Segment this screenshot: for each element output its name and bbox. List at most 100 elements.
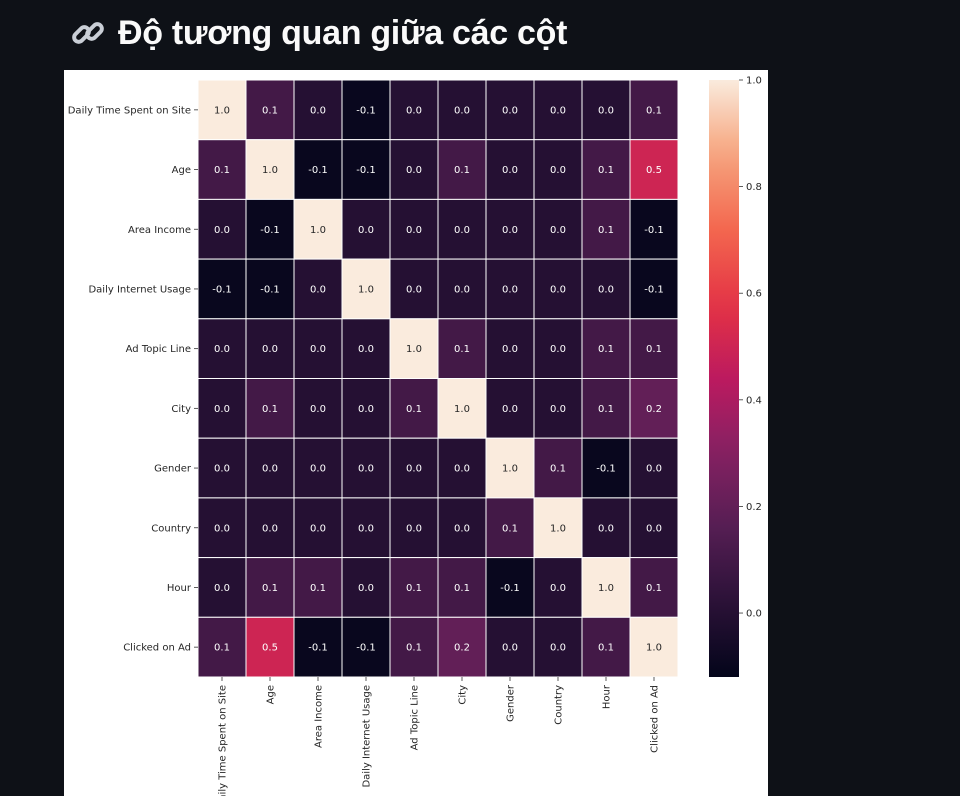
cell-annotation: 0.0 [550, 344, 566, 355]
y-tick-label: Daily Internet Usage [88, 284, 191, 295]
cell-annotation: 0.5 [646, 165, 662, 176]
heatmap-cell [293, 378, 343, 439]
heatmap-cell [485, 557, 535, 618]
heatmap-cell [197, 258, 247, 320]
cell-annotation: 0.0 [502, 643, 518, 654]
cell-annotation: 0.5 [262, 643, 278, 654]
heatmap-cell [629, 497, 679, 559]
heatmap-cell [437, 198, 487, 260]
heatmap-cells: 1.0 0.1 0.0 -0.1 0.0 0.0 0.0 0.0 0.0 0.1 0.1 1.0 -0.… [197, 79, 679, 678]
heatmap-cell [629, 616, 679, 678]
cell-annotation: -0.1 [356, 643, 376, 654]
x-tick-label: Area Income [314, 685, 325, 748]
cell-annotation: 0.1 [598, 404, 614, 415]
cell-annotation: 0.0 [406, 284, 422, 295]
cell-annotation: 0.1 [454, 344, 470, 355]
heatmap-cell [629, 557, 679, 618]
cell-annotation: 0.0 [310, 464, 326, 475]
heatmap-cell [437, 318, 487, 380]
heatmap-cell [245, 258, 295, 320]
cell-annotation: 0.0 [358, 344, 374, 355]
cell-annotation: 0.1 [502, 523, 518, 534]
heatmap-cell [485, 616, 535, 678]
cell-annotation: 0.0 [646, 523, 662, 534]
cell-annotation: 0.0 [310, 523, 326, 534]
cell-annotation: 0.1 [646, 583, 662, 594]
x-tick-label: Country [554, 685, 565, 725]
heatmap-cell [197, 139, 247, 200]
cell-annotation: 0.0 [214, 583, 230, 594]
cell-annotation: -0.1 [260, 284, 280, 295]
cell-annotation: 0.0 [310, 284, 326, 295]
cell-annotation: 0.1 [598, 225, 614, 236]
y-tick-label: Clicked on Ad [123, 643, 191, 654]
cell-annotation: -0.1 [500, 583, 520, 594]
heatmap-cell [437, 378, 487, 439]
heatmap-cell [485, 378, 535, 439]
cell-annotation: 0.0 [502, 105, 518, 116]
cell-annotation: 0.0 [310, 105, 326, 116]
cell-annotation: 0.1 [598, 344, 614, 355]
cell-annotation: 0.1 [646, 344, 662, 355]
cell-annotation: -0.1 [260, 225, 280, 236]
cell-annotation: 0.0 [550, 105, 566, 116]
cell-annotation: 0.1 [262, 105, 278, 116]
heatmap-cell [485, 497, 535, 559]
cell-annotation: 0.1 [310, 583, 326, 594]
heatmap-cell [533, 79, 583, 141]
x-tick-label: Hour [602, 684, 613, 709]
cell-annotation: 0.0 [214, 225, 230, 236]
cell-annotation: 0.0 [406, 165, 422, 176]
cell-annotation: 1.0 [310, 225, 326, 236]
cell-annotation: 0.1 [550, 464, 566, 475]
cell-annotation: 0.0 [502, 344, 518, 355]
cell-annotation: 0.1 [214, 643, 230, 654]
x-tick-label: Clicked on Ad [650, 685, 661, 753]
cell-annotation: 0.1 [406, 404, 422, 415]
cell-annotation: 0.0 [550, 165, 566, 176]
heatmap-cell [533, 437, 583, 499]
heatmap-figure: 1.0 0.1 0.0 -0.1 0.0 0.0 0.0 0.0 0.0 0.1 0.1 1.0 -0.… [64, 70, 768, 796]
heatmap-cell [629, 378, 679, 439]
cell-annotation: 0.0 [598, 523, 614, 534]
colorbar-tick-label: 0.0 [746, 609, 762, 620]
heatmap-cell [389, 378, 439, 439]
cell-annotation: 0.0 [550, 643, 566, 654]
heatmap-cell [533, 139, 583, 200]
heatmap-cell [485, 198, 535, 260]
cell-annotation: 0.1 [598, 165, 614, 176]
cell-annotation: 0.0 [454, 464, 470, 475]
cell-annotation: 0.2 [646, 404, 662, 415]
colorbar-tick-label: 1.0 [746, 76, 762, 87]
cell-annotation: -0.1 [644, 284, 664, 295]
heatmap-cell [437, 79, 487, 141]
heatmap-cell [581, 616, 631, 678]
cell-annotation: -0.1 [308, 643, 328, 654]
cell-annotation: 0.0 [214, 344, 230, 355]
cell-annotation: 1.0 [214, 105, 230, 116]
heatmap-cell [341, 437, 391, 499]
heatmap-cell [581, 258, 631, 320]
heatmap-cell [389, 437, 439, 499]
heatmap-cell [245, 318, 295, 380]
x-tick-labels: Daily Time Spent on Site Age Area Income Da… [218, 677, 661, 796]
cell-annotation: 0.0 [502, 284, 518, 295]
x-tick-label: Daily Internet Usage [362, 685, 373, 788]
y-tick-label: Age [172, 165, 191, 176]
cell-annotation: 0.0 [550, 284, 566, 295]
heatmap-cell [245, 139, 295, 200]
colorbar-tick-label: 0.6 [746, 289, 762, 300]
cell-annotation: 0.1 [454, 583, 470, 594]
cell-annotation: 0.0 [598, 284, 614, 295]
heatmap-cell [293, 616, 343, 678]
cell-annotation: 0.0 [502, 225, 518, 236]
y-tick-labels: Daily Time Spent on Site Age Area Income Da… [68, 105, 198, 654]
cell-annotation: 1.0 [406, 344, 422, 355]
cell-annotation: 0.0 [550, 583, 566, 594]
heatmap-cell [245, 557, 295, 618]
cell-annotation: 0.1 [214, 165, 230, 176]
cell-annotation: 0.1 [646, 105, 662, 116]
cell-annotation: 1.0 [262, 165, 278, 176]
y-tick-label: Gender [154, 464, 192, 475]
cell-annotation: 0.0 [406, 225, 422, 236]
